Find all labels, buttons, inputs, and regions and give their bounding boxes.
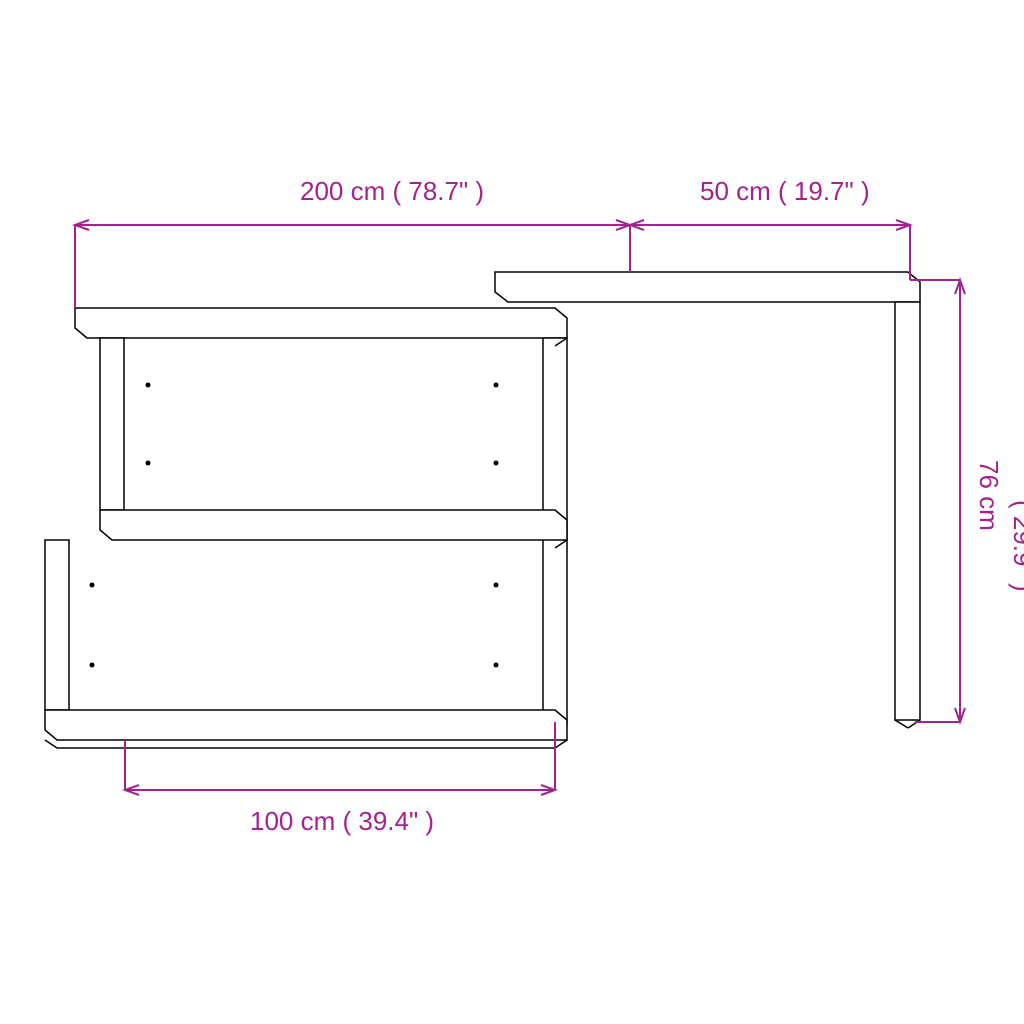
furniture-dimension-diagram: 200 cm ( 78.7" ) 50 cm ( 19.7" ) 100 cm … bbox=[0, 0, 1024, 1024]
furniture-outline bbox=[45, 272, 920, 748]
dimension-label-depth: 50 cm ( 19.7" ) bbox=[700, 176, 870, 206]
dimension-label-width: 200 cm ( 78.7" ) bbox=[300, 176, 484, 206]
dimension-label-shelf: 100 cm ( 39.4" ) bbox=[250, 806, 434, 836]
dimension-lines bbox=[75, 220, 965, 795]
dimension-label-height-line2: ( 29.9" ) bbox=[1008, 500, 1024, 592]
dimension-label-height-line1: 76 cm bbox=[974, 460, 1004, 531]
